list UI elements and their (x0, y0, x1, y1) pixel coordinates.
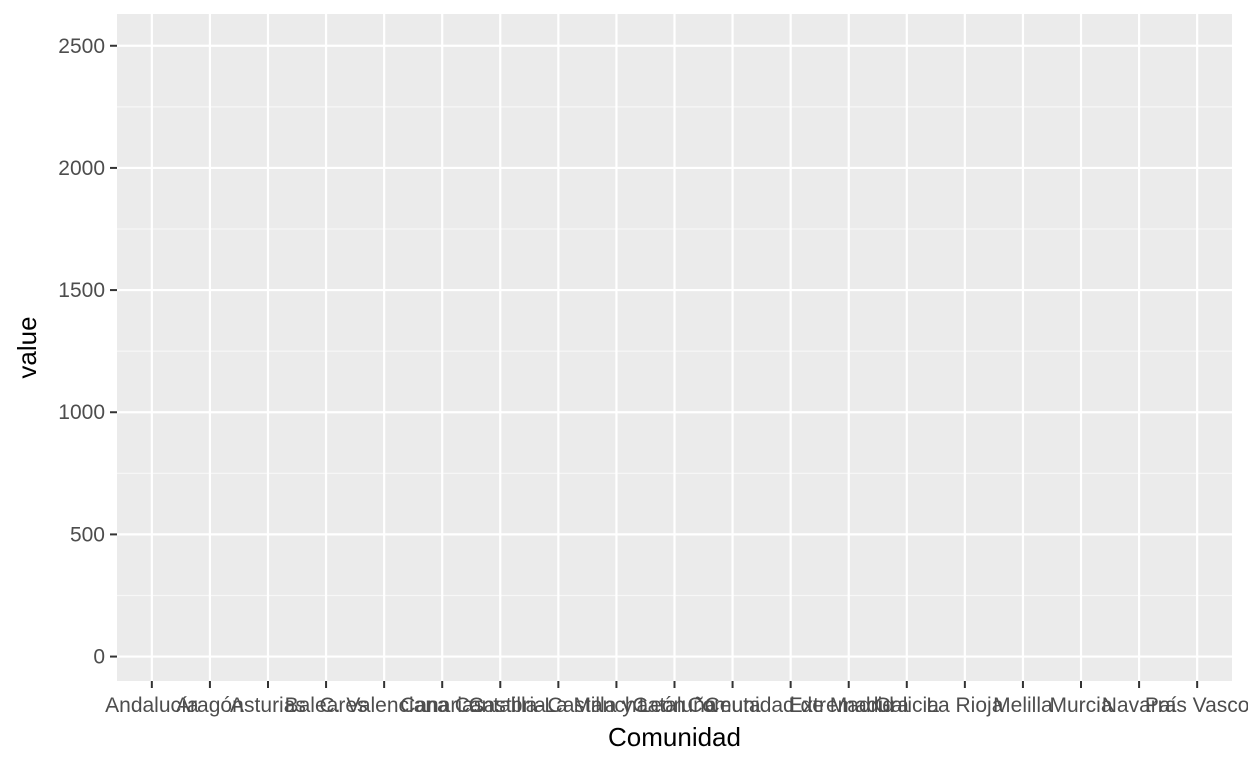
x-tick-label: Asturias (230, 694, 306, 717)
x-tick-label: La Rioja (926, 694, 1003, 717)
y-tick-label: 2500 (58, 35, 105, 58)
x-tick-label: Extremadura (789, 694, 910, 717)
y-axis-title: value (12, 316, 42, 378)
y-tick-label: 0 (93, 646, 105, 669)
x-axis-title: Comunidad (608, 722, 741, 752)
y-tick-label: 2000 (58, 157, 105, 180)
x-tick-label: Ceuta (705, 694, 761, 717)
x-tick-label: Canarias (400, 694, 484, 717)
y-axis: 0 500 1000 1500 2000 2500 (58, 35, 117, 669)
x-tick-label: Navarra (1102, 694, 1177, 717)
x-tick-label: Baleares (285, 694, 368, 717)
x-tick-label: Galicia (875, 694, 940, 717)
x-tick-label: Cantabria (455, 694, 546, 717)
x-tick-label: C. Valenciana (320, 694, 450, 717)
x-tick-label: Andalucía (105, 694, 199, 717)
x-tick-label: País Vasco (1145, 694, 1248, 717)
y-tick-label: 1500 (58, 279, 105, 302)
x-tick-label: Melilla (993, 694, 1053, 717)
y-tick-label: 1000 (58, 401, 105, 424)
major-gridlines (117, 14, 1232, 681)
y-tick-label: 500 (70, 523, 105, 546)
x-tick-label: Comunidad de Madrid (687, 694, 894, 717)
x-tick-label: Castilla-La Mancha (468, 694, 648, 717)
x-tick-label: Aragón (176, 694, 244, 717)
x-tick-label: Cataluña (632, 694, 716, 717)
x-tick-label: Murcia (1050, 694, 1113, 717)
x-tick-label: Castilla y León (548, 694, 686, 717)
